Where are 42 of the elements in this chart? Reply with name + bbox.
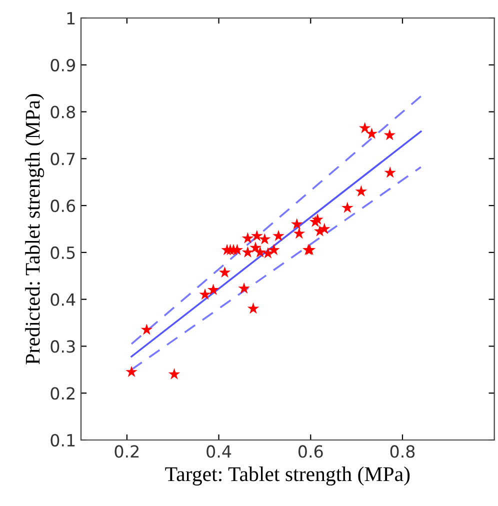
- point: [268, 244, 280, 256]
- x-tick-label: 0.6: [298, 445, 323, 458]
- y-tick-label: 0.9: [50, 58, 75, 72]
- point: [242, 246, 254, 258]
- x-tick-label: 0.2: [114, 445, 139, 458]
- point: [140, 324, 153, 335]
- point: [250, 230, 263, 242]
- point: [250, 242, 262, 253]
- point: [312, 213, 324, 225]
- y-tick-label: 1: [67, 12, 75, 24]
- point: [238, 282, 250, 294]
- x-tick-label: 0.4: [206, 445, 232, 458]
- y-tick-label: 0.2: [50, 387, 74, 400]
- point: [384, 166, 396, 178]
- point: [242, 232, 254, 244]
- point: [258, 233, 271, 244]
- y-axis-title: Predicted: Tablet strength (MPa): [25, 94, 44, 364]
- y-tick-label: 0.1: [50, 434, 75, 447]
- point: [358, 122, 371, 134]
- y-tick-label: 0.6: [50, 200, 76, 212]
- point: [293, 227, 306, 239]
- y-tick-label: 0.4: [50, 293, 76, 306]
- point: [168, 368, 180, 380]
- x-axis-title: Target: Tablet strength (MPa): [165, 466, 410, 486]
- point: [366, 128, 378, 139]
- point: [318, 222, 330, 234]
- point: [290, 218, 303, 230]
- point: [207, 284, 220, 295]
- y-tick-label: 0.8: [50, 106, 75, 118]
- point: [126, 366, 138, 378]
- x-tick-label: 0.8: [390, 445, 415, 458]
- y-tick-label: 0.7: [50, 152, 75, 166]
- y-tick-label: 0.3: [50, 340, 75, 353]
- point: [384, 129, 396, 140]
- point: [355, 185, 368, 197]
- point: [254, 246, 266, 258]
- y-tick-label: 0.5: [50, 246, 75, 260]
- point: [199, 288, 211, 300]
- point: [272, 230, 284, 242]
- point: [218, 266, 231, 278]
- point: [341, 202, 354, 213]
- point: [247, 302, 260, 314]
